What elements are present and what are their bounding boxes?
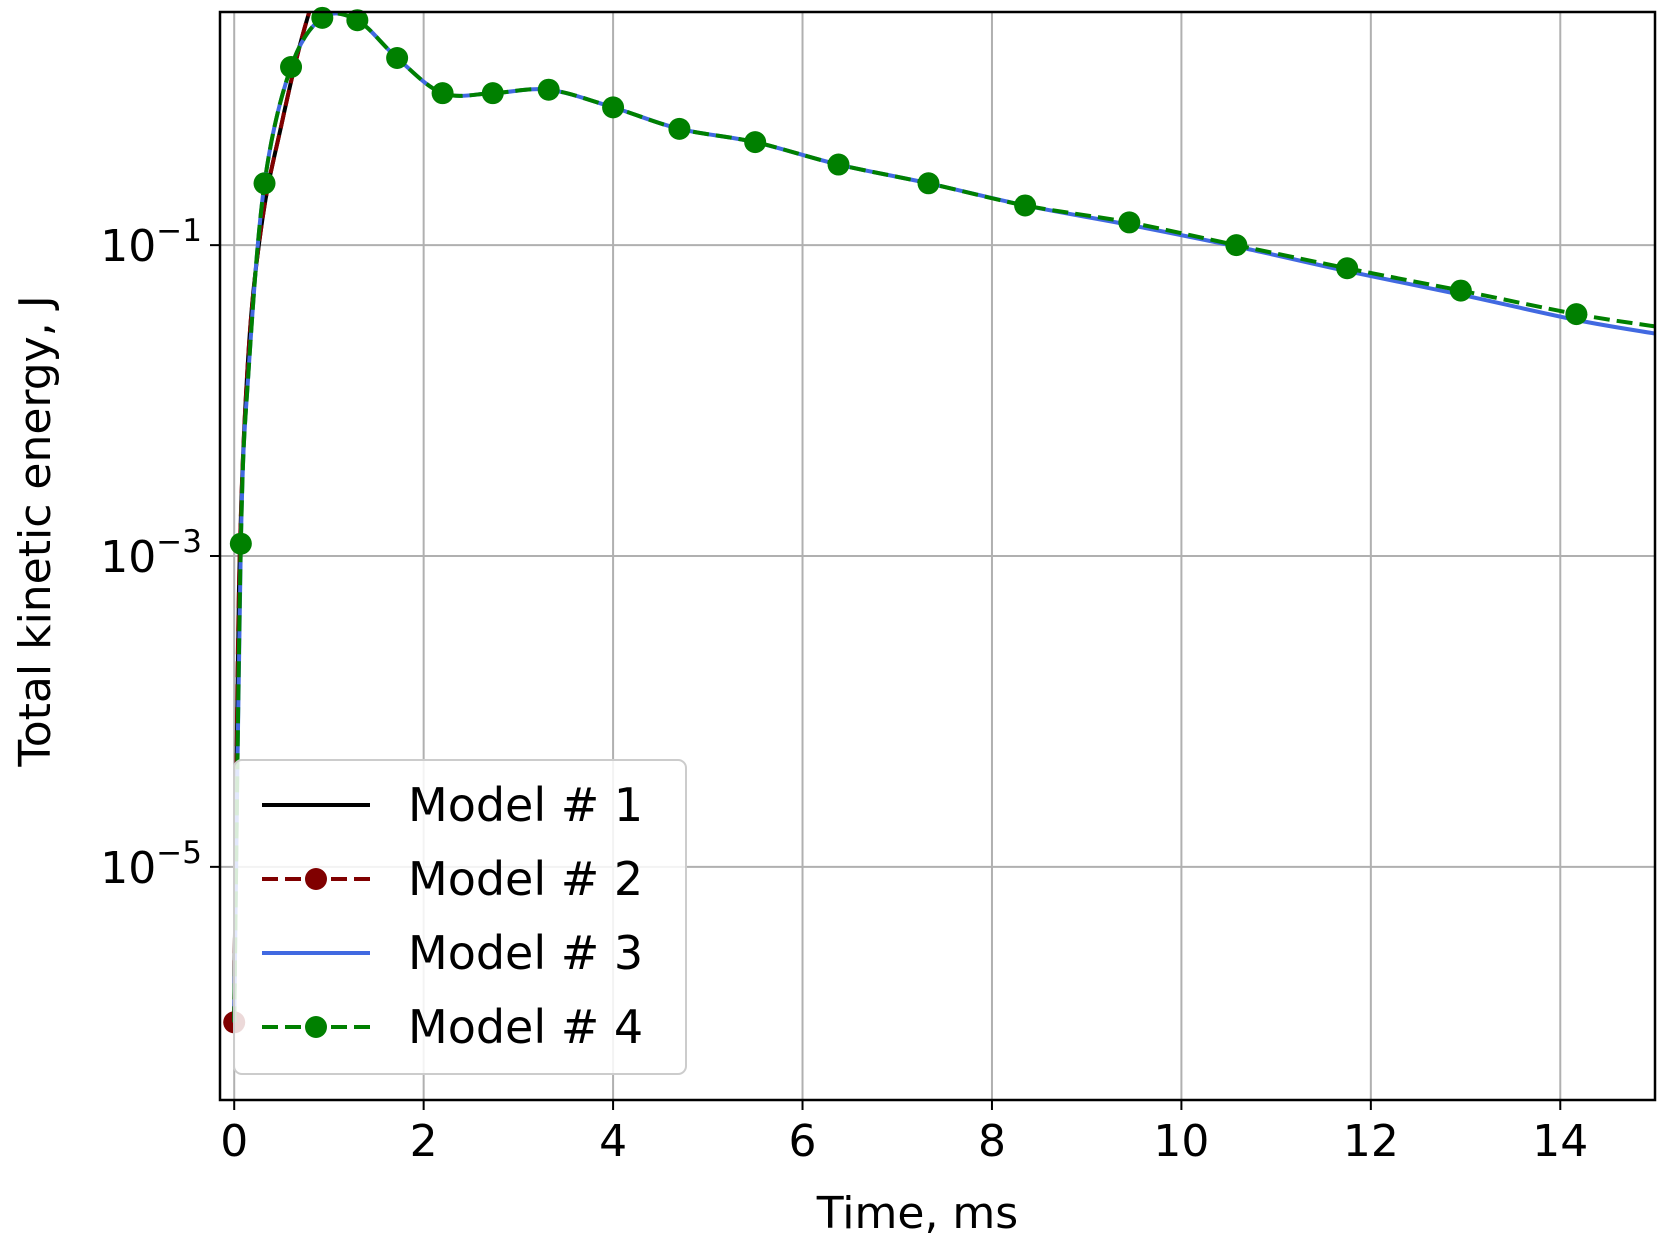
legend-label: Model # 4: [408, 1000, 643, 1054]
data-point: [537, 78, 560, 101]
legend-box: [233, 759, 687, 1075]
x-tick-label: 4: [599, 1116, 627, 1167]
legend-swatch-marker: [305, 1016, 327, 1038]
x-tick-label: 14: [1532, 1116, 1588, 1167]
legend-swatch-marker: [305, 868, 327, 890]
data-point: [431, 82, 454, 105]
legend: Model # 1 Model # 2 Model # 3 Model # 4: [233, 759, 687, 1075]
x-tick-label: 10: [1153, 1116, 1209, 1167]
x-tick-label: 2: [410, 1116, 438, 1167]
data-point: [280, 56, 303, 79]
data-point: [668, 117, 691, 140]
data-point: [602, 96, 625, 119]
series-4: [232, 12, 1655, 1023]
data-point: [1449, 279, 1472, 302]
y-tick-label: 10−3: [100, 524, 202, 583]
data-point: [311, 6, 334, 29]
x-tick-label: 0: [220, 1116, 248, 1167]
data-point: [917, 172, 940, 195]
data-point: [481, 82, 504, 105]
data-point: [1014, 194, 1037, 217]
x-tick-label: 6: [789, 1116, 817, 1167]
data-point: [827, 153, 850, 176]
series-line: [232, 12, 1655, 1023]
legend-label: Model # 1: [408, 778, 643, 832]
legend-label: Model # 3: [408, 926, 643, 980]
data-point: [346, 9, 369, 32]
x-tick-label: 8: [978, 1116, 1006, 1167]
data-point: [1565, 303, 1588, 326]
data-point: [1118, 211, 1141, 234]
y-tick-label: 10−5: [100, 835, 202, 894]
x-axis-label: Time, ms: [816, 1188, 1018, 1239]
data-point: [386, 46, 409, 69]
data-point: [744, 131, 767, 154]
data-point: [1225, 234, 1248, 257]
axis-ticks: 0246810121410310110−110−310−5: [100, 213, 1588, 1167]
x-tick-label: 12: [1343, 1116, 1399, 1167]
y-axis-label: Total kinetic energy, J: [10, 295, 61, 767]
data-point: [253, 172, 276, 195]
legend-label: Model # 2: [408, 852, 643, 906]
y-tick-label: 10−1: [100, 213, 202, 272]
data-point: [229, 532, 252, 555]
data-point: [1336, 257, 1359, 280]
